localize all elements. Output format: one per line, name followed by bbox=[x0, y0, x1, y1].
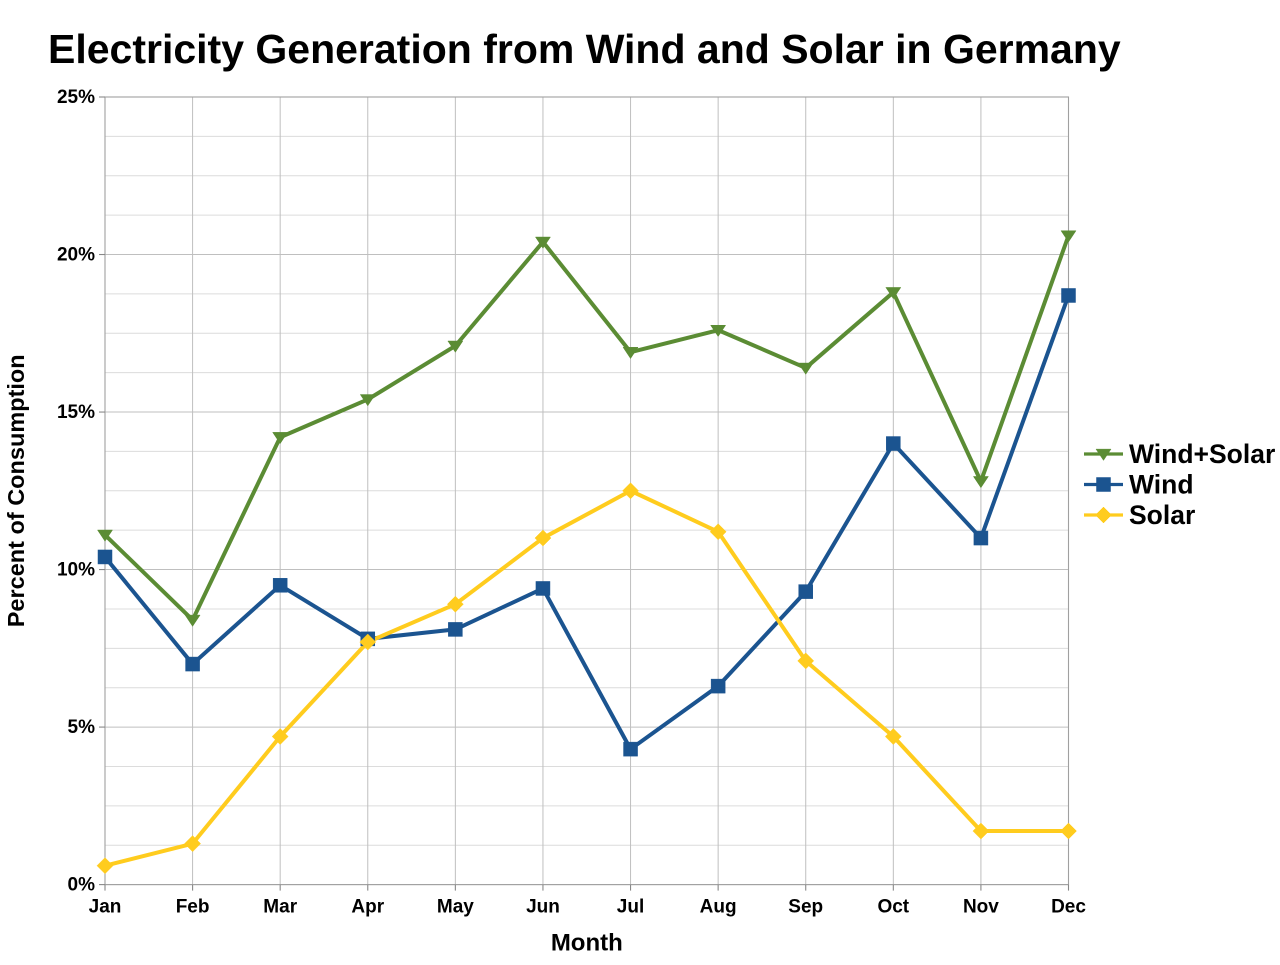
svg-text:25%: 25% bbox=[57, 87, 95, 108]
svg-text:Dec: Dec bbox=[1051, 897, 1086, 918]
svg-text:Mar: Mar bbox=[263, 897, 297, 918]
svg-text:0%: 0% bbox=[68, 875, 96, 896]
svg-text:Wind+Solar: Wind+Solar bbox=[1129, 439, 1275, 469]
svg-text:Oct: Oct bbox=[877, 897, 909, 918]
svg-text:Wind: Wind bbox=[1129, 470, 1194, 500]
svg-text:Solar: Solar bbox=[1129, 500, 1195, 530]
svg-text:Sep: Sep bbox=[788, 897, 823, 918]
svg-text:Nov: Nov bbox=[963, 897, 999, 918]
svg-text:Apr: Apr bbox=[351, 897, 384, 918]
svg-text:Jun: Jun bbox=[526, 897, 560, 918]
svg-text:Feb: Feb bbox=[176, 897, 210, 918]
svg-text:15%: 15% bbox=[57, 402, 95, 423]
svg-text:Jul: Jul bbox=[617, 897, 644, 918]
svg-text:5%: 5% bbox=[68, 717, 96, 738]
svg-text:Month: Month bbox=[551, 930, 623, 957]
svg-text:Percent of Consumption: Percent of Consumption bbox=[3, 354, 29, 627]
svg-text:Aug: Aug bbox=[700, 897, 737, 918]
svg-text:10%: 10% bbox=[57, 560, 95, 581]
svg-text:Jan: Jan bbox=[89, 897, 122, 918]
svg-text:May: May bbox=[437, 897, 474, 918]
svg-text:20%: 20% bbox=[57, 245, 95, 266]
